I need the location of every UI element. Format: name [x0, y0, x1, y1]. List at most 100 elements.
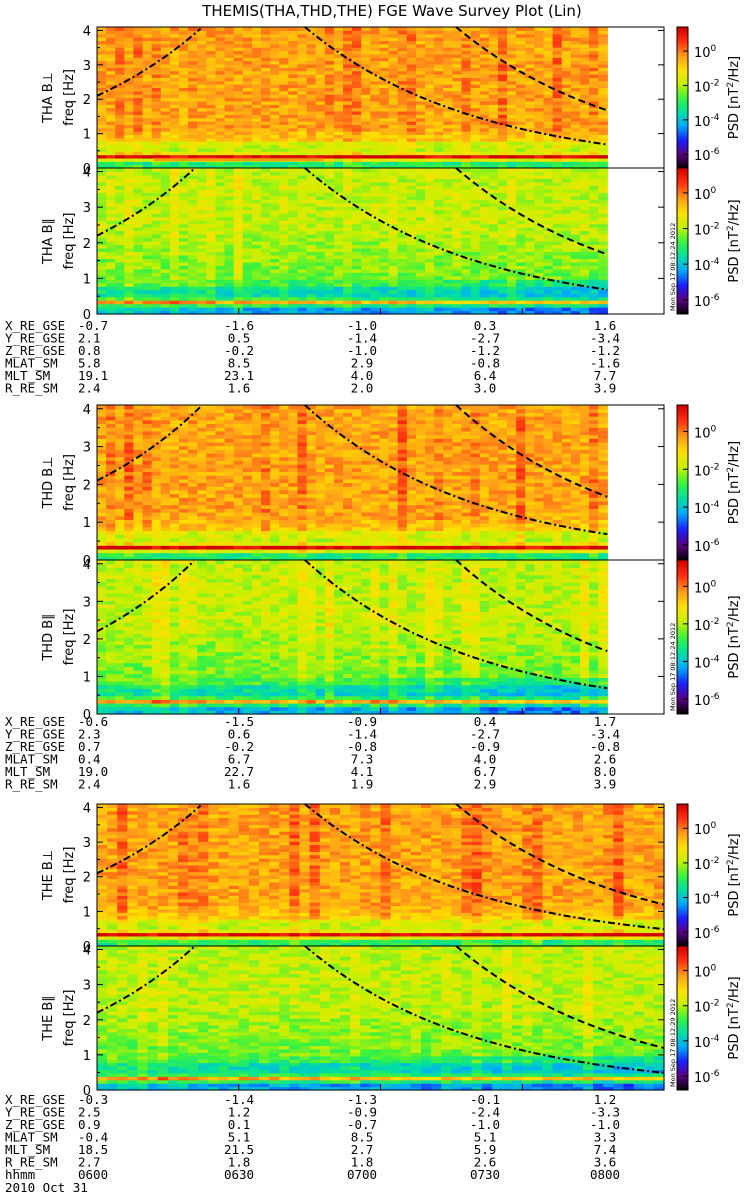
- panel-thd-par: 0 1 2 3 4 THD B∥ freq [Hz] 100 10-2 10-4 10-6 PSD […: [41, 558, 742, 723]
- orbit-row-label: Z_RE_GSE: [5, 739, 65, 754]
- orbit-tables: X_RE_GSE -0.7 -1.6 -1.0 0.3 1.6 Y_RE_GSE 2.1 0.5…: [5, 318, 620, 1170]
- colorbar: 100 10-2 10-4 10-6 PSD [nT2/Hz]: [676, 945, 742, 1091]
- y-axis-label: freq [Hz]: [62, 454, 77, 511]
- colorbar-label: PSD [nT2/Hz]: [726, 441, 742, 524]
- he-gyrofrequency-curve: [96, 405, 202, 482]
- y-tick-label: 4: [83, 801, 91, 816]
- y-tick-label: 3: [83, 201, 91, 216]
- colorbar-tick-label: 10-6: [694, 692, 720, 709]
- orbit-value: 4.0: [351, 368, 374, 383]
- x-tick-label: 0700: [347, 1167, 377, 1182]
- y-tick-label: 1: [83, 128, 91, 143]
- panel-the-perp: 0 1 2 3 4 THE B⊥ freq [Hz] 100 10-2 10-4 10-6 PSD […: [41, 801, 742, 955]
- orbit-table-thd: X_RE_GSE -0.6 -1.5 -0.9 0.4 1.7 Y_RE_GSE 2.3 0.6…: [5, 714, 620, 792]
- orbit-value: -1.4: [347, 727, 377, 742]
- orbit-value: 18.5: [78, 1142, 108, 1157]
- colorbar-tick-label: 10-4: [694, 654, 720, 671]
- colorbar-tick-label: 10-6: [694, 147, 720, 164]
- y-tick-label: 4: [83, 166, 91, 181]
- o-gyrofrequency-curve: [455, 167, 608, 256]
- o-gyrofrequency-curve: [455, 559, 608, 653]
- orbit-row-label: R_RE_SM: [5, 1155, 58, 1170]
- cyclotron-curves: [96, 559, 608, 690]
- cyclotron-curves: [96, 167, 608, 291]
- orbit-value: -3.4: [590, 727, 620, 742]
- he-gyrofrequency-curve: [96, 804, 202, 875]
- colorbar-tick-label: 100: [694, 186, 717, 203]
- o-gyrofrequency-curve: [455, 945, 665, 1049]
- colorbar-tick-label: 100: [694, 44, 717, 61]
- he-gyrofrequency-curve: [304, 559, 608, 690]
- orbit-row-label: MLAT_SM: [5, 356, 58, 371]
- orbit-value: -1.0: [470, 1117, 500, 1132]
- colorbar-label: PSD [nT2/Hz]: [726, 595, 742, 678]
- panel-label: THA B∥: [41, 218, 56, 265]
- orbit-value: -1.4: [347, 331, 377, 346]
- orbit-value: 3.9: [594, 381, 617, 396]
- spectrogram-image: [97, 804, 665, 947]
- orbit-value: 0.4: [474, 714, 497, 729]
- orbit-row-label: Y_RE_GSE: [5, 727, 65, 742]
- orbit-value: 0.8: [78, 343, 101, 358]
- orbit-value: 5.9: [474, 1142, 497, 1157]
- orbit-value: 6.7: [228, 752, 251, 767]
- colorbar-tick-label: 10-4: [694, 257, 720, 274]
- colorbar: 100 10-2 10-4 10-6 PSD [nT2/Hz]: [676, 26, 742, 169]
- orbit-value: -1.4: [224, 1092, 254, 1107]
- orbit-value: 8.5: [228, 356, 251, 371]
- spectrogram-image: [97, 405, 608, 561]
- orbit-value: 5.1: [228, 1130, 251, 1145]
- colorbar: 100 10-2 10-4 10-6 PSD [nT2/Hz]: [676, 167, 742, 315]
- orbit-value: 2.7: [351, 1142, 374, 1157]
- colorbar-label: PSD [nT2/Hz]: [726, 56, 742, 139]
- orbit-value: 2.6: [474, 1155, 497, 1170]
- y-tick-label: 1: [83, 905, 91, 920]
- colorbar-tick-label: 100: [694, 821, 717, 838]
- orbit-value: -0.8: [347, 739, 377, 754]
- colorbar-tick-label: 10-2: [694, 78, 720, 95]
- he-gyrofrequency-curve: [304, 945, 665, 1074]
- orbit-value: -1.0: [347, 318, 377, 333]
- colorbar-tick-label: 10-2: [694, 856, 720, 873]
- orbit-value: -2.4: [470, 1105, 500, 1120]
- orbit-value: 2.9: [474, 777, 497, 792]
- orbit-value: 7.4: [594, 1142, 617, 1157]
- y-tick-label: 0: [83, 554, 91, 569]
- orbit-value: -0.7: [347, 1117, 377, 1132]
- orbit-value: -0.9: [470, 739, 500, 754]
- colorbar: 100 10-2 10-4 10-6 PSD [nT2/Hz]: [676, 559, 742, 715]
- orbit-value: 4.1: [351, 764, 374, 779]
- orbit-value: 2.3: [78, 727, 101, 742]
- colorbar-frame: [676, 167, 689, 315]
- y-tick-label: 3: [83, 59, 91, 74]
- y-tick-label: 0: [83, 940, 91, 955]
- spectrogram-image: [97, 27, 608, 169]
- orbit-row-label: MLT_SM: [5, 1142, 50, 1157]
- orbit-value: 2.1: [78, 331, 101, 346]
- he-gyrofrequency-curve: [304, 26, 608, 146]
- y-tick-label: 2: [83, 237, 91, 252]
- y-tick-label: 2: [83, 1014, 91, 1029]
- orbit-row-label: MLAT_SM: [5, 752, 58, 767]
- orbit-row-label: Z_RE_GSE: [5, 343, 65, 358]
- cyclotron-curves: [96, 945, 665, 1074]
- chart-title: THEMIS(THA,THD,THE) FGE Wave Survey Plot…: [201, 2, 582, 20]
- colorbar-frame: [676, 945, 689, 1091]
- y-tick-label: 3: [83, 595, 91, 610]
- y-axis-label: freq [Hz]: [62, 213, 77, 270]
- y-tick-label: 2: [83, 633, 91, 648]
- orbit-value: 3.3: [594, 1130, 617, 1145]
- orbit-row-label: Y_RE_GSE: [5, 331, 65, 346]
- orbit-value: 3.9: [594, 777, 617, 792]
- x-tick-label: 0730: [470, 1167, 500, 1182]
- orbit-value: -1.6: [224, 318, 254, 333]
- orbit-row-label: MLT_SM: [5, 764, 50, 779]
- y-tick-label: 1: [83, 670, 91, 685]
- orbit-value: -3.4: [590, 331, 620, 346]
- panel-label: THD B∥: [41, 613, 56, 661]
- orbit-value: 1.2: [594, 1092, 617, 1107]
- y-tick-label: 1: [83, 1049, 91, 1064]
- cyclotron-curves: [96, 404, 608, 536]
- orbit-table-the: X_RE_GSE -0.3 -1.4 -1.3 -0.1 1.2 Y_RE_GSE 2.5 1.…: [5, 1092, 620, 1170]
